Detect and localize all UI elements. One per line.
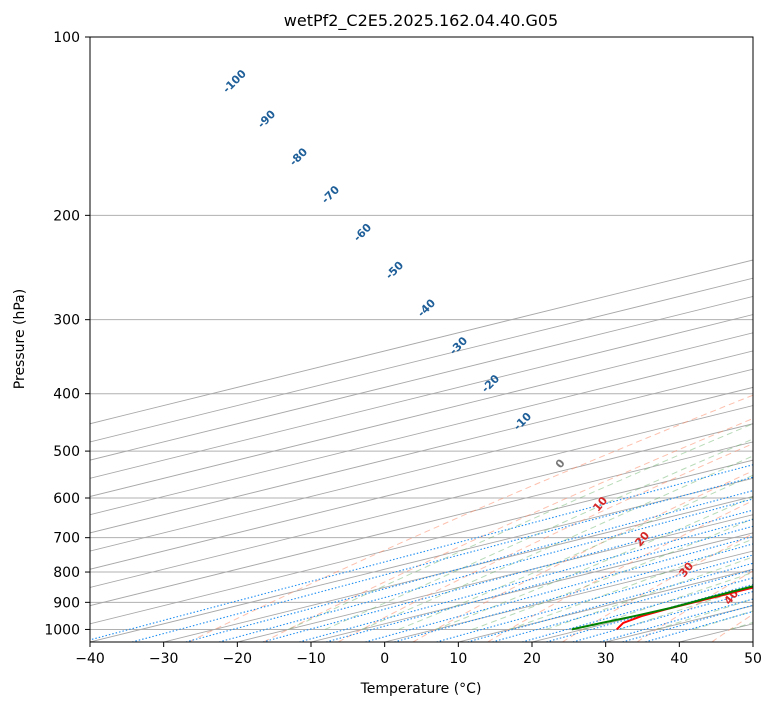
- moist-adiabat-label: -80: [287, 145, 310, 168]
- isotherm-gridline: [752, 641, 753, 642]
- x-tick-label: −20: [223, 651, 253, 667]
- plot-frame: [89, 36, 754, 643]
- moist-adiabat: [435, 496, 753, 630]
- moist-adiabat: [767, 37, 775, 629]
- mixing-ratio-line: [467, 562, 753, 642]
- isotherm-gridline: [605, 605, 753, 642]
- y-tick-label: 1000: [44, 622, 80, 638]
- isotherm-gridline: [90, 477, 753, 642]
- y-axis-label: Pressure (hPa): [12, 289, 28, 389]
- moist-adiabat: [693, 610, 753, 630]
- y-tick-label: 100: [53, 30, 80, 46]
- chart-title: wetPf2_C2E5.2025.162.04.40.G05: [284, 11, 558, 31]
- mixing-ratio-line: [131, 476, 753, 642]
- y-tick-label: 400: [53, 387, 80, 403]
- moist-adiabat-label: -50: [383, 259, 406, 282]
- moist-adiabat: [398, 474, 753, 630]
- isotherm-gridline: [90, 405, 753, 570]
- moist-adiabat-label: -100: [220, 67, 249, 96]
- isotherm-gridline: [163, 496, 753, 642]
- moist-adiabat: [472, 518, 753, 630]
- mixing-ratio-line: [645, 610, 753, 642]
- mixing-ratio-line: [546, 583, 753, 642]
- y-tick-label: 900: [53, 595, 80, 611]
- moist-adiabat-label: -90: [255, 107, 278, 130]
- x-tick-label: 0: [380, 651, 389, 667]
- moist-adiabat: [288, 423, 753, 630]
- isotherm-gridline: [90, 441, 753, 607]
- x-tick-label: −10: [296, 651, 326, 667]
- moist-adiabat: [509, 538, 753, 630]
- isotherm-gridline: [90, 423, 753, 588]
- x-axis: −40 −30 −20 −10 0 10 20 30 40 50: [75, 642, 762, 667]
- moist-adiabat-label: -40: [415, 296, 438, 319]
- x-tick-label: −30: [149, 651, 179, 667]
- x-tick-label: 30: [597, 651, 615, 667]
- moist-adiabat: [324, 438, 753, 630]
- moist-adiabat-label: -30: [447, 334, 470, 357]
- background-lines: [90, 37, 775, 642]
- isotherm-gridline: [90, 368, 753, 534]
- dry-adiabat: [636, 570, 753, 642]
- x-axis-label: Temperature (°C): [360, 681, 482, 697]
- isotherm-gridline: [310, 532, 753, 642]
- moist-adiabat-label: -20: [479, 372, 502, 395]
- isotherm-gridline: [90, 332, 753, 497]
- isotherm-gridline: [237, 514, 753, 642]
- isotherm-gridline: [90, 277, 753, 443]
- mixing-ratio-line: [90, 464, 753, 641]
- dry-adiabat: [412, 470, 753, 642]
- y-tick-label: 800: [53, 565, 80, 581]
- dry-adiabat: [188, 394, 753, 642]
- dry-adiabat: [337, 443, 753, 642]
- y-tick-label: 500: [53, 444, 80, 460]
- x-tick-label: 50: [744, 651, 762, 667]
- dry-adiabat: [487, 499, 753, 642]
- mixing-ratio-line: [521, 577, 753, 642]
- mixing-ratio-line: [185, 490, 753, 642]
- y-tick-label: 600: [53, 491, 80, 507]
- y-tick-label: 700: [53, 531, 80, 547]
- x-tick-label: 10: [449, 651, 467, 667]
- isotherm-gridline: [90, 314, 753, 479]
- isotherm-gridline: [90, 259, 753, 425]
- isotherm-gridline: [90, 386, 753, 552]
- y-tick-label: 300: [53, 313, 80, 329]
- moist-adiabat-label: -10: [511, 410, 534, 433]
- moist-adiabat-label: -70: [319, 183, 342, 206]
- isotherm-gridline: [90, 295, 753, 461]
- moist-adiabat: [582, 571, 753, 630]
- dry-adiabat: [263, 417, 753, 642]
- isotherm-gridline: [90, 350, 753, 516]
- mixing-ratio-line: [299, 518, 753, 642]
- dry-adiabat-label: 20: [632, 529, 652, 549]
- mixing-ratio-line: [325, 525, 753, 642]
- x-tick-label: 20: [523, 651, 541, 667]
- moist-adiabat: [361, 455, 753, 630]
- y-axis: 100 200 300 400 500 600 700 800 900 1000: [44, 30, 90, 638]
- moist-adiabat-label: -60: [351, 221, 374, 244]
- x-tick-label: 40: [670, 651, 688, 667]
- dry-adiabat: [562, 533, 753, 642]
- y-tick-label: 200: [53, 208, 80, 224]
- dry-adiabat-label: 30: [676, 559, 696, 579]
- x-tick-label: −40: [75, 651, 105, 667]
- mixing-ratio-line: [436, 554, 753, 642]
- mixing-ratio-line: [492, 569, 753, 642]
- mixing-ratio-line: [218, 498, 753, 642]
- dry-adiabat-label: 10: [590, 494, 610, 514]
- dry-adiabat-label: 0: [553, 456, 568, 470]
- isotherm-gridline: [90, 459, 753, 625]
